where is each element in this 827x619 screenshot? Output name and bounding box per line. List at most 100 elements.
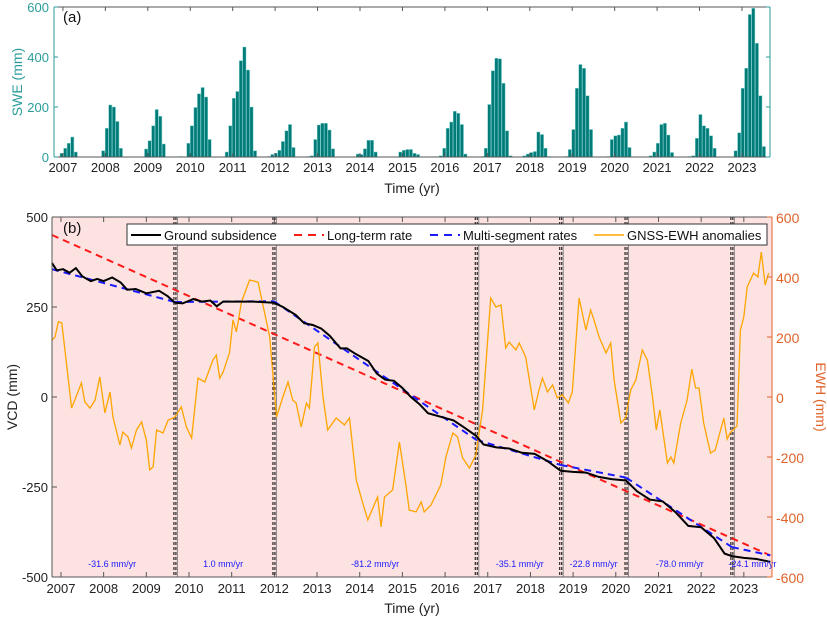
swe-bar (663, 123, 667, 158)
swe-bar (578, 64, 583, 158)
swe-bar (747, 14, 752, 158)
x-tick-label: 2022 (685, 160, 714, 175)
legend: Ground subsidence Long-term rate Multi-seg… (126, 223, 768, 246)
y-tick-label-right: 200 (776, 330, 800, 346)
swe-bar (533, 151, 537, 158)
segment-rate-label: -22.8 mm/yr (570, 559, 618, 569)
swe-bar (620, 128, 625, 158)
swe-bar (288, 124, 292, 158)
segment-rate-label: -78.0 mm/yr (656, 559, 704, 569)
segment-rate-label: -24.1 mm/yr (728, 559, 776, 569)
swe-bar (281, 141, 285, 158)
swe-bar (327, 129, 332, 158)
y-tick-label: 600 (27, 0, 49, 15)
swe-bar (242, 46, 247, 158)
panel-label: (b) (63, 220, 81, 237)
swe-bar (659, 124, 664, 158)
swe-bar (670, 152, 674, 158)
swe-bar (740, 88, 745, 158)
swe-bar (762, 146, 766, 158)
swe-bar (324, 123, 328, 158)
x-tick-label: 2009 (133, 160, 162, 175)
swe-bar (627, 147, 632, 158)
legend-label: Long-term rate (327, 228, 412, 243)
x-tick-label: 2007 (47, 581, 76, 596)
swe-bar (246, 69, 250, 158)
swe-bar (705, 128, 710, 158)
swe-bar (197, 93, 201, 158)
swe-bar (101, 150, 106, 158)
segment-rate-label: -31.6 mm/yr (88, 559, 136, 569)
legend-label: Multi-segment rates (463, 228, 578, 243)
x-tick-label: 2015 (388, 160, 417, 175)
swe-bar (498, 58, 502, 158)
swe-bar (543, 148, 548, 158)
swe-bar (452, 111, 457, 158)
swe-bar (609, 139, 614, 158)
x-tick-label: 2009 (132, 581, 161, 596)
x-tick-label: 2018 (515, 160, 544, 175)
y-tick-label: 0 (41, 390, 48, 405)
y-tick-label: -500 (22, 570, 48, 585)
segment-rate-label: 1.0 mm/yr (203, 559, 243, 569)
swe-bar (702, 125, 706, 158)
swe-bar (228, 125, 233, 158)
y-axis-label: SWE (mm) (9, 48, 25, 116)
y-tick-label-right: 400 (776, 270, 800, 286)
x-tick-label: 2014 (346, 160, 375, 175)
swe-bar (449, 121, 454, 158)
swe-bar (239, 60, 243, 158)
swe-bar (456, 113, 461, 158)
y-tick-label: 400 (27, 50, 49, 65)
y-tick-label: -250 (22, 480, 48, 495)
swe-bar (253, 150, 257, 158)
swe-bar (445, 128, 450, 158)
swe-bar (204, 96, 208, 158)
swe-bar (190, 125, 194, 158)
legend-label: Ground subsidence (164, 228, 277, 243)
x-axis-label: Time (yr) (384, 180, 439, 196)
swe-bar (491, 70, 495, 158)
swe-bar (366, 140, 371, 158)
swe-bar (460, 124, 464, 158)
panel-a: 2007 2008 2009 2010 2011 2012 2013 2014 2015 2016… (9, 0, 771, 196)
y-axis-label-right: EWH (mm) (813, 362, 827, 431)
swe-bar (144, 148, 148, 158)
swe-bar (235, 91, 240, 158)
swe-bar (316, 124, 321, 158)
x-tick-label: 2011 (218, 581, 246, 596)
multi-segment-rates-line (625, 476, 733, 548)
segment-rate-label: -81.2 mm/yr (351, 559, 399, 569)
y-tick-label: 0 (42, 150, 49, 165)
swe-bar (695, 138, 699, 158)
x-tick-label: 2012 (260, 581, 289, 596)
swe-bar (617, 134, 621, 158)
swe-bar (151, 125, 156, 158)
x-tick-label: 2010 (176, 160, 205, 175)
x-axis-label: Time (yr) (384, 600, 439, 616)
swe-bar (200, 87, 205, 158)
y-tick-label-right: 0 (776, 390, 784, 406)
x-tick-label: 2013 (303, 160, 332, 175)
swe-bar (277, 150, 282, 158)
swe-bar (540, 134, 544, 158)
swe-bar (744, 68, 749, 158)
swe-bar (73, 151, 78, 158)
x-tick-label: 2019 (559, 581, 588, 596)
swe-bar (571, 129, 576, 158)
y-tick-label: 500 (26, 210, 48, 225)
swe-bar (331, 148, 335, 158)
swe-bar (712, 148, 717, 158)
swe-bar (224, 151, 229, 158)
swe-bar (373, 151, 378, 158)
swe-bar (758, 95, 763, 158)
swe-bar (709, 135, 713, 158)
panel-label: (a) (63, 9, 81, 26)
swe-bar (755, 43, 759, 158)
swe-bar (154, 109, 159, 158)
swe-bar (161, 143, 166, 158)
swe-bar (207, 139, 212, 158)
panel-b: -31.6 mm/yr 1.0 mm/yr -81.2 mm/yr -35.1 mm/… (4, 210, 827, 616)
